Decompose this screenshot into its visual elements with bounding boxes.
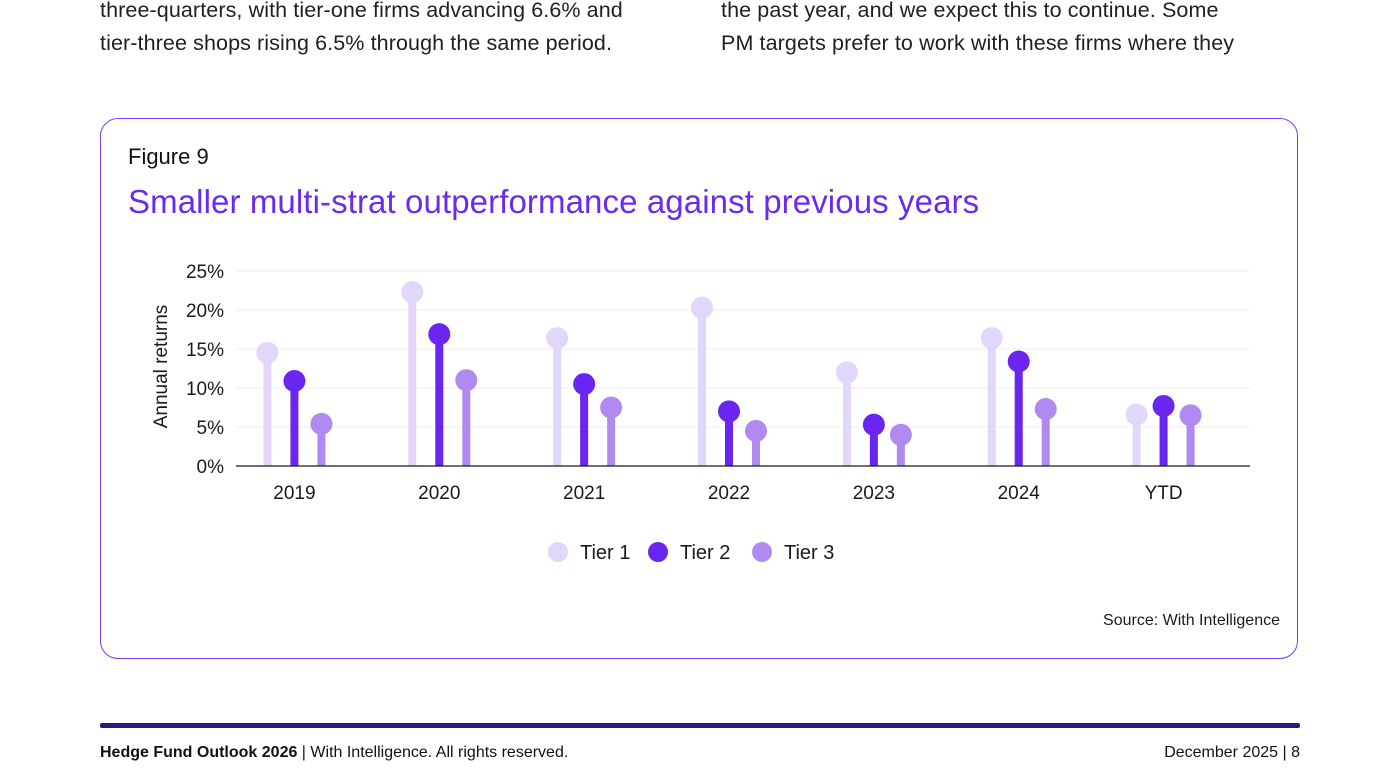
bar-stem [1132,414,1141,466]
footer-rights: With Intelligence. All rights reserved. [310,744,569,761]
body-text-left-column: three-quarters, with tier-one firms adva… [100,0,680,60]
y-tick-label: 5% [197,418,225,439]
bar-stem [435,334,444,466]
data-point [1152,394,1175,417]
gridlines [236,270,1250,428]
data-point [889,423,912,446]
bar-stem [896,434,905,466]
legend-swatch [548,542,568,562]
data-point [745,419,767,442]
data-point [401,281,424,304]
footer-separator: | [297,744,311,761]
bar-stem [408,292,417,466]
data-point [1034,398,1057,421]
data-point [862,413,885,436]
y-tick-label: 15% [186,340,224,361]
body-text-line: PM targets prefer to work with these fir… [721,31,1235,55]
data-point [1007,350,1030,373]
figure-title: Smaller multi-strat outperformance again… [128,183,980,220]
figure-source: Source: With Intelligence [1103,612,1280,629]
figure-label: Figure 9 [128,144,209,169]
data-point [600,396,623,419]
body-text-line: tier-three shops rising 6.5% through the… [100,31,613,55]
legend-swatch [648,542,668,562]
body-text-line: three-quarters, with tier-one firms adva… [100,0,623,22]
x-tick-label: 2020 [418,483,460,504]
footer-date-page: December 2025 | 8 [1164,744,1300,761]
y-tick-label: 20% [186,301,224,322]
x-axis-ticks: 2019 2020 2021 2022 2023 2024 YTD [273,483,1182,504]
x-tick-label: YTD [1145,483,1183,504]
y-axis-ticks: 0% 5% 10% 15% 20% 25% [186,262,224,478]
legend-label: Tier 3 [784,542,834,564]
y-tick-label: 0% [197,457,225,478]
bar-stem [869,424,878,466]
body-text-right-column: the past year, and we expect this to con… [721,0,1321,60]
bar-stem [263,352,272,466]
bar-stem [698,307,706,466]
data-point [428,323,451,346]
bar-stem [725,411,733,466]
y-tick-label: 10% [186,379,224,400]
data-point [718,400,740,423]
x-tick-label: 2023 [853,483,895,504]
data-point [455,369,478,392]
x-tick-label: 2024 [998,483,1041,504]
bar-stem [1041,409,1050,466]
legend-label: Tier 2 [680,542,730,564]
body-text-line: the past year, and we expect this to con… [721,0,1219,22]
bar-stem [553,338,562,466]
bar-stem [987,338,996,466]
legend-label: Tier 1 [580,542,630,564]
data-point [980,327,1003,350]
footer-divider [100,723,1300,728]
bar-stem [1159,405,1168,466]
data-point [256,341,279,364]
bar-stem [752,430,760,466]
legend-swatch [752,542,772,562]
data-point [573,373,596,396]
bar-stem [580,384,589,466]
bar-stem [462,380,471,466]
data-point [1125,403,1148,426]
bar-stem [317,423,326,466]
legend: Tier 1 Tier 2 Tier 3 [548,542,834,564]
data-point [546,327,569,350]
bar-stem [1186,415,1195,466]
footer-title: Hedge Fund Outlook 2026 [100,744,298,761]
y-axis-title: Annual returns [151,305,172,429]
data-point [310,412,333,435]
data-point [283,369,306,392]
bar-stem [290,380,299,466]
x-tick-label: 2019 [273,483,315,504]
data-point [835,361,858,384]
bar-stem [607,407,616,466]
x-tick-label: 2021 [563,483,605,504]
data-point [691,296,713,319]
bar-stem [1014,361,1023,466]
x-tick-label: 2022 [708,483,750,504]
bar-stem [842,372,851,466]
chart-marks [256,281,1202,466]
footer-publication: Hedge Fund Outlook 2026 | With Intellige… [100,744,568,762]
y-tick-label: 25% [186,262,224,283]
data-point [1179,404,1202,427]
figure-card [100,118,1298,659]
